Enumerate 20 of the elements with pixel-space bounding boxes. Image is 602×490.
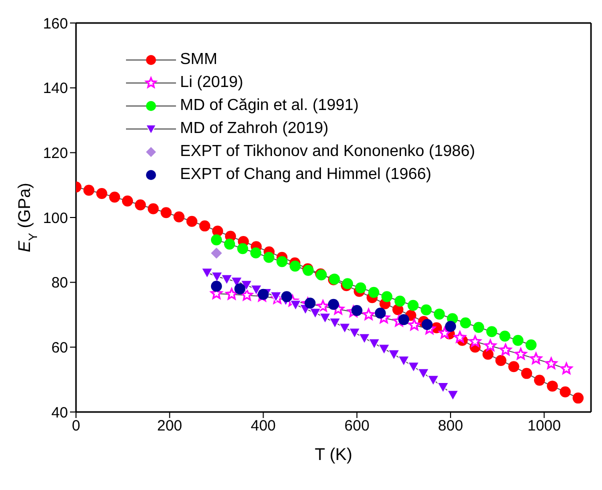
x-tick-label: 600 (344, 418, 370, 435)
legend-label: Li (2019) (180, 74, 244, 92)
y-tick-label: 100 (42, 210, 68, 227)
y-tick-label: 140 (42, 80, 68, 98)
x-axis-title: T (K) (314, 445, 352, 464)
y-tick-label: 120 (42, 144, 68, 162)
legend-label: MD of Zahroh (2019) (180, 120, 329, 138)
x-tick-label: 1000 (527, 418, 561, 435)
x-tick-label: 200 (157, 418, 182, 435)
y-tick-label: 40 (51, 404, 68, 422)
x-tick-label: 400 (250, 418, 276, 435)
x-tick-label: 0 (72, 418, 80, 435)
y-tick-label: 60 (51, 339, 68, 356)
legend-label: MD of Căgin et al. (1991) (180, 96, 359, 114)
legend-label: EXPT of Chang and Himmel (1966) (180, 166, 432, 184)
x-tick-label: 800 (438, 418, 464, 435)
y-tick-label: 80 (51, 274, 68, 292)
legend-label: SMM (180, 50, 218, 68)
y-tick-label: 160 (42, 15, 68, 32)
legend-label: EXPT of Tikhonov and Kononenko (1986) (180, 142, 476, 160)
